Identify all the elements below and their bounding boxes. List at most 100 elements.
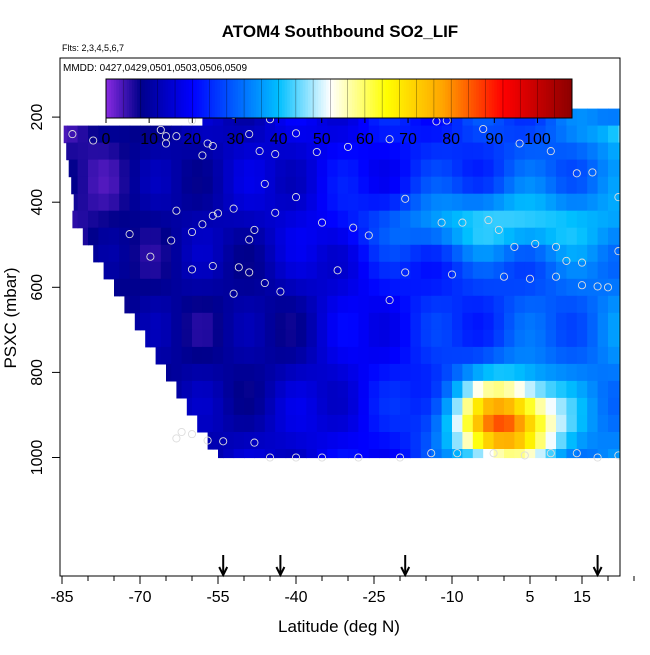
colorbar-segment <box>334 79 337 118</box>
heatmap-cell <box>213 381 224 399</box>
heatmap-cell <box>306 194 317 212</box>
heatmap-cell <box>442 330 453 348</box>
heatmap-cell <box>421 228 432 246</box>
colorbar-segment <box>116 79 119 118</box>
heatmap-cell <box>400 228 411 246</box>
heatmap-cell <box>608 143 619 161</box>
heatmap-cell <box>566 126 577 144</box>
heatmap-cell <box>629 296 640 314</box>
heatmap-cell <box>150 211 161 229</box>
heatmap-cell <box>608 262 619 280</box>
heatmap-cell <box>556 160 567 178</box>
heatmap-cell <box>431 262 442 280</box>
heatmap-cell <box>452 296 463 314</box>
colorbar-segment <box>554 79 557 118</box>
heatmap-cell <box>338 177 349 195</box>
heatmap-cell <box>494 279 505 297</box>
heatmap-cell <box>348 330 359 348</box>
heatmap-cell <box>462 432 473 450</box>
heatmap-cell <box>296 143 307 161</box>
heatmap-cell <box>400 364 411 382</box>
heatmap-cell <box>306 432 317 450</box>
heatmap-cell <box>473 364 484 382</box>
colorbar-segment <box>204 79 207 118</box>
heatmap-cell <box>171 313 182 331</box>
heatmap-cell <box>150 160 161 178</box>
heatmap-cell <box>119 194 130 212</box>
colorbar-segment <box>367 79 370 118</box>
observation-point <box>641 254 648 261</box>
heatmap-cell <box>140 160 151 178</box>
heatmap-cell <box>348 381 359 399</box>
heatmap-cell <box>369 296 380 314</box>
heatmap-cell <box>514 160 525 178</box>
colorbar-segment <box>134 79 137 118</box>
heatmap-cell <box>421 398 432 416</box>
colorbar-segment <box>243 79 246 118</box>
heatmap-cell <box>608 347 619 365</box>
colorbar-segment <box>251 79 254 118</box>
heatmap-cell <box>410 160 421 178</box>
heatmap-cell <box>514 279 525 297</box>
heatmap-cell <box>296 381 307 399</box>
heatmap-cell <box>88 194 99 212</box>
heatmap-cell <box>514 364 525 382</box>
colorbar-segment <box>453 79 456 118</box>
heatmap-cell <box>275 160 286 178</box>
colorbar-segment <box>399 79 402 118</box>
heatmap-cell <box>546 296 557 314</box>
heatmap-cell <box>327 296 338 314</box>
colorbar-segment <box>145 79 148 118</box>
heatmap-cell <box>400 245 411 263</box>
heatmap-cell <box>577 109 588 127</box>
heatmap-cell <box>265 262 276 280</box>
colorbar-segment <box>186 79 189 118</box>
heatmap-cell <box>494 398 505 416</box>
heatmap-cell <box>202 381 213 399</box>
heatmap-cell <box>483 160 494 178</box>
colorbar-segment <box>525 79 528 118</box>
colorbar-segment <box>210 79 213 118</box>
heatmap-cell <box>535 228 546 246</box>
colorbar-segment <box>461 79 464 118</box>
heatmap-cell <box>275 449 286 458</box>
heatmap-cell <box>525 228 536 246</box>
heatmap-cell <box>556 211 567 229</box>
heatmap-cell <box>587 194 598 212</box>
heatmap-cell <box>223 432 234 450</box>
heatmap-cell <box>338 398 349 416</box>
heatmap-cell <box>546 364 557 382</box>
colorbar-tick-label: 100 <box>524 131 551 148</box>
heatmap-cell <box>494 415 505 433</box>
colorbar-segment <box>184 79 187 118</box>
heatmap-cell <box>234 296 245 314</box>
heatmap-cell <box>244 415 255 433</box>
heatmap-cell <box>296 415 307 433</box>
heatmap-cell <box>254 398 265 416</box>
heatmap-cell <box>473 398 484 416</box>
heatmap-cell <box>473 449 484 458</box>
heatmap-cell <box>462 279 473 297</box>
heatmap-cell <box>494 381 505 399</box>
heatmap-cell <box>306 330 317 348</box>
heatmap-cell <box>587 449 598 458</box>
heatmap-cell <box>119 160 130 178</box>
heatmap-cell <box>462 143 473 161</box>
heatmap-cell <box>566 211 577 229</box>
heatmap-cell <box>275 381 286 399</box>
heatmap-cell <box>598 160 609 178</box>
colorbar-segment <box>365 79 368 118</box>
heatmap-cell <box>265 432 276 450</box>
heatmap-cell <box>223 347 234 365</box>
heatmap-cell <box>192 262 203 280</box>
colorbar-segment <box>556 79 559 118</box>
heatmap-cell <box>442 160 453 178</box>
heatmap-cell <box>358 347 369 365</box>
colorbar-segment <box>422 79 425 118</box>
heatmap-cell <box>462 245 473 263</box>
heatmap-cell <box>525 211 536 229</box>
heatmap-cell <box>629 228 640 246</box>
heatmap-cell <box>130 194 141 212</box>
colorbar-segment <box>217 79 220 118</box>
heatmap-cell <box>265 330 276 348</box>
